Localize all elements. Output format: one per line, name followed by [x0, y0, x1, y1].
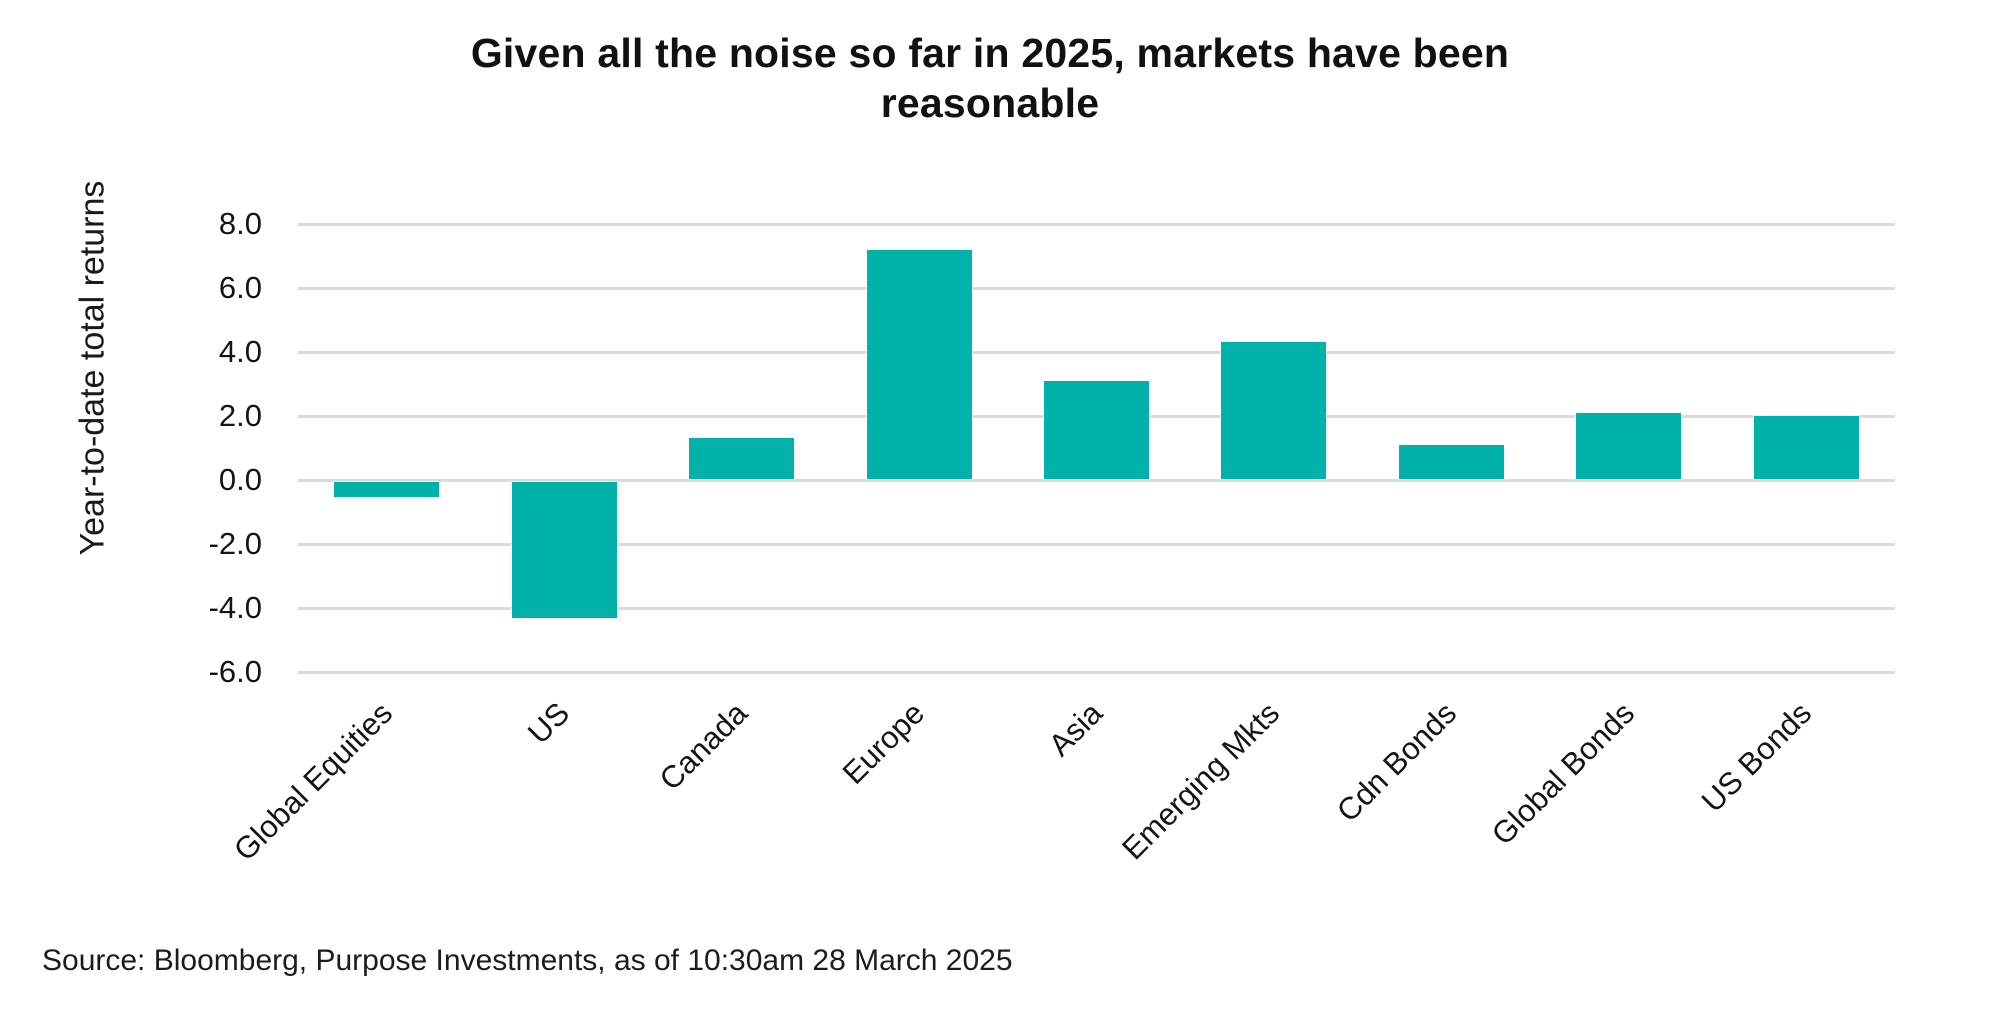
y-tick-label: 0.0: [218, 462, 262, 497]
bar-europe: [866, 249, 972, 479]
gridline: [298, 543, 1895, 546]
bar-us-bonds: [1753, 416, 1859, 479]
gridline: [298, 287, 1895, 290]
bar-canada: [689, 438, 795, 479]
bar-global-bonds: [1576, 412, 1682, 479]
chart-title-line-1: Given all the noise so far in 2025, mark…: [470, 30, 1510, 76]
source-note: Source: Bloomberg, Purpose Investments, …: [42, 944, 1013, 977]
y-tick-label: 2.0: [218, 398, 262, 433]
gridline: [298, 671, 1895, 674]
y-tick-label: -4.0: [208, 590, 262, 625]
y-tick-label: -2.0: [208, 526, 262, 561]
gridline: [298, 607, 1895, 610]
y-tick-label: 8.0: [218, 206, 262, 241]
bar-us: [511, 481, 617, 619]
bar-global-equities: [334, 481, 440, 497]
chart-title: Given all the noise so far in 2025, mark…: [0, 28, 1980, 128]
gridline: [298, 223, 1895, 226]
bar-emerging-mkts: [1221, 342, 1327, 479]
y-tick-label: -6.0: [208, 654, 262, 689]
bar-asia: [1044, 380, 1149, 479]
y-tick-label: 4.0: [218, 334, 262, 369]
gridline: [298, 479, 1895, 482]
bar-cdn-bonds: [1398, 444, 1504, 479]
chart-title-line-2: reasonable: [880, 80, 1100, 127]
y-tick-label: 6.0: [218, 270, 262, 305]
gridline: [298, 351, 1895, 354]
